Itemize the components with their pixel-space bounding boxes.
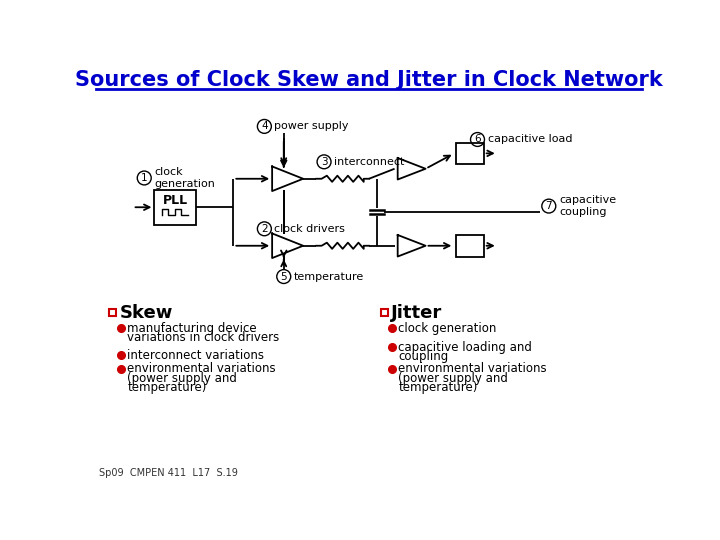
Text: temperature): temperature): [398, 381, 478, 394]
Text: 2: 2: [261, 224, 268, 234]
Text: temperature: temperature: [294, 272, 364, 281]
Text: capacitive
coupling: capacitive coupling: [559, 195, 616, 217]
Text: Jitter: Jitter: [391, 303, 442, 322]
Text: coupling: coupling: [398, 350, 449, 363]
Text: capacitive loading and: capacitive loading and: [398, 341, 532, 354]
Text: 3: 3: [320, 157, 328, 167]
Text: capacitive load: capacitive load: [487, 134, 572, 145]
Bar: [154, 190, 196, 225]
Text: clock
generation: clock generation: [154, 167, 215, 189]
Text: manufacturing device: manufacturing device: [127, 322, 257, 335]
Text: 4: 4: [261, 122, 268, 131]
Text: variations in clock drivers: variations in clock drivers: [127, 331, 279, 344]
Bar: [381, 309, 387, 316]
Text: interconnect: interconnect: [334, 157, 405, 167]
Bar: [456, 143, 484, 164]
Text: clock generation: clock generation: [398, 322, 497, 335]
Text: Sources of Clock Skew and Jitter in Clock Network: Sources of Clock Skew and Jitter in Cloc…: [75, 70, 663, 90]
Bar: [109, 309, 117, 316]
Text: PLL: PLL: [163, 194, 188, 207]
Text: temperature): temperature): [127, 381, 207, 394]
Text: 5: 5: [280, 272, 287, 281]
Text: Skew: Skew: [120, 303, 173, 322]
Text: (power supply and: (power supply and: [398, 372, 508, 384]
Text: 1: 1: [141, 173, 148, 183]
Text: environmental variations: environmental variations: [398, 362, 547, 375]
Text: clock drivers: clock drivers: [274, 224, 346, 234]
Text: environmental variations: environmental variations: [127, 362, 276, 375]
Text: 7: 7: [546, 201, 552, 211]
Text: Sp09  CMPEN 411  L17  S.19: Sp09 CMPEN 411 L17 S.19: [99, 468, 238, 478]
Text: (power supply and: (power supply and: [127, 372, 237, 384]
Text: 6: 6: [474, 134, 481, 145]
Text: interconnect variations: interconnect variations: [127, 349, 264, 362]
Text: power supply: power supply: [274, 122, 349, 131]
Bar: [456, 235, 484, 256]
